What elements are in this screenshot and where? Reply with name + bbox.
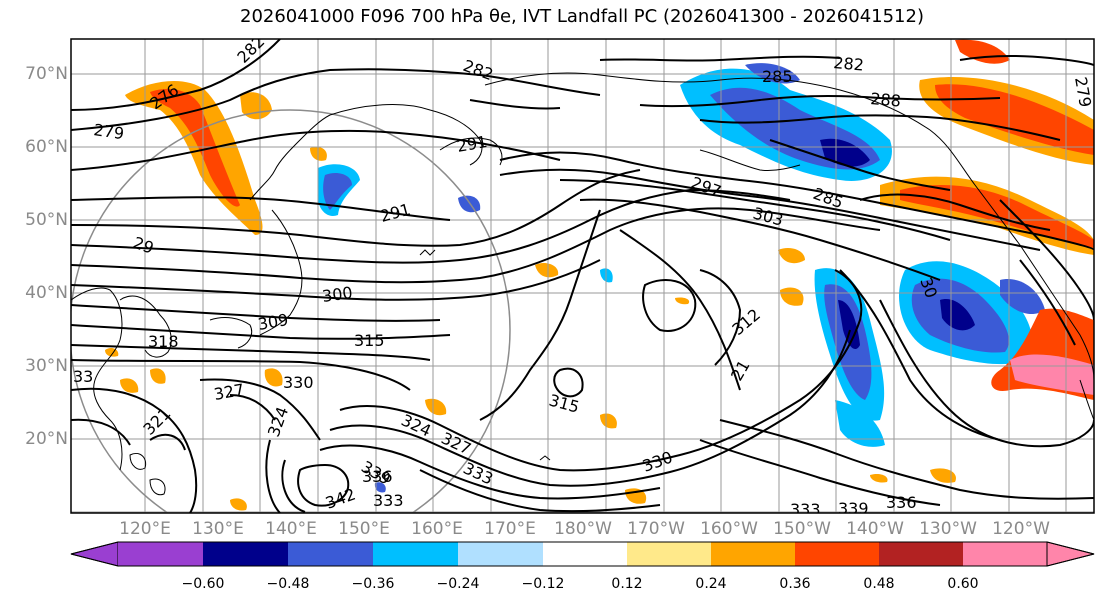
- map-title: 2026041000 F096 700 hPa θe, IVT Landfall…: [240, 6, 924, 27]
- colorbar-segment: [795, 542, 879, 566]
- landfall-radius-circle: [71, 109, 511, 513]
- colorbar-tick-label: 0.48: [863, 576, 895, 592]
- contour-label: 33: [73, 367, 93, 386]
- contour-label: 285: [762, 67, 793, 86]
- lon-tick-label: 120°E: [119, 519, 171, 539]
- lat-tick-label: 30°N: [25, 356, 68, 376]
- colorbar-segment: [879, 542, 963, 566]
- colorbar-tick-label: −0.12: [521, 576, 565, 592]
- colorbar-tick-label: −0.36: [351, 576, 395, 592]
- colorbar-tick-label: 0.12: [611, 576, 643, 592]
- contour-label: 315: [354, 331, 385, 350]
- contour-label: 336: [362, 467, 393, 486]
- colorbar-extend-right: [1046, 541, 1095, 567]
- colorbar-extend-left: [70, 541, 119, 567]
- contour-label: 333: [790, 500, 821, 519]
- colorbar-tick-label: 0.60: [947, 576, 979, 592]
- lat-tick-label: 60°N: [25, 137, 68, 157]
- lat-lon-grid: [71, 39, 1094, 513]
- map-frame: [70, 38, 1095, 514]
- lon-tick-label: 130°E: [192, 519, 244, 539]
- ivt-negative-shading: [317, 63, 1045, 493]
- colorbar-segment: [203, 542, 288, 566]
- contour-label: 288: [870, 89, 902, 111]
- contour-label: 282: [833, 53, 865, 75]
- lon-tick-label: 150°W: [773, 519, 831, 539]
- contour-label: 279: [92, 120, 125, 143]
- contour-label: 333: [373, 491, 404, 510]
- map-plot: 282 282 282 276 279 285 288 291 291 297 …: [70, 38, 1095, 519]
- lat-tick-label: 40°N: [25, 283, 68, 303]
- lon-tick-label: 140°E: [265, 519, 317, 539]
- lon-tick-label: 140°W: [846, 519, 904, 539]
- contour-label: 330: [283, 373, 314, 392]
- colorbar-segment: [711, 542, 795, 566]
- lon-tick-label: 160°W: [700, 519, 758, 539]
- colorbar-segment: [627, 542, 711, 566]
- lon-tick-label: 120°W: [992, 519, 1050, 539]
- colorbar-tick-label: 0.36: [779, 576, 811, 592]
- lon-tick-label: 150°E: [338, 519, 390, 539]
- contour-label: 300: [321, 283, 354, 306]
- colorbar-tick-label: −0.24: [436, 576, 480, 592]
- ivt-positive-shading: [105, 39, 1094, 511]
- colorbar-outline: [70, 541, 1095, 567]
- colorbar: [70, 541, 1095, 567]
- colorbar-segment: [963, 542, 1047, 566]
- contour-label: 318: [148, 332, 179, 351]
- lon-tick-label: 180°W: [554, 519, 612, 539]
- contour-label: 279: [1071, 75, 1095, 108]
- contour-label: 336: [886, 493, 917, 512]
- colorbar-tick-label: 0.24: [695, 576, 727, 592]
- colorbar-segment: [288, 542, 373, 566]
- colorbar-segment: [118, 542, 203, 566]
- colorbar-tick-label: −0.48: [266, 576, 310, 592]
- colorbar-segment: [543, 542, 627, 566]
- lon-tick-label: 130°W: [919, 519, 977, 539]
- contour-label: 339: [838, 499, 869, 518]
- lon-tick-label: 160°E: [411, 519, 463, 539]
- lat-tick-label: 20°N: [25, 429, 68, 449]
- lat-tick-label: 50°N: [25, 210, 68, 230]
- lon-tick-label: 170°W: [627, 519, 685, 539]
- coastlines: [71, 72, 1094, 496]
- lon-tick-label: 170°E: [484, 519, 536, 539]
- colorbar-segment: [458, 542, 543, 566]
- colorbar-tick-label: −0.60: [181, 576, 225, 592]
- lat-tick-label: 70°N: [25, 64, 68, 84]
- colorbar-segment: [373, 542, 458, 566]
- theta-e-contours: [71, 39, 1094, 513]
